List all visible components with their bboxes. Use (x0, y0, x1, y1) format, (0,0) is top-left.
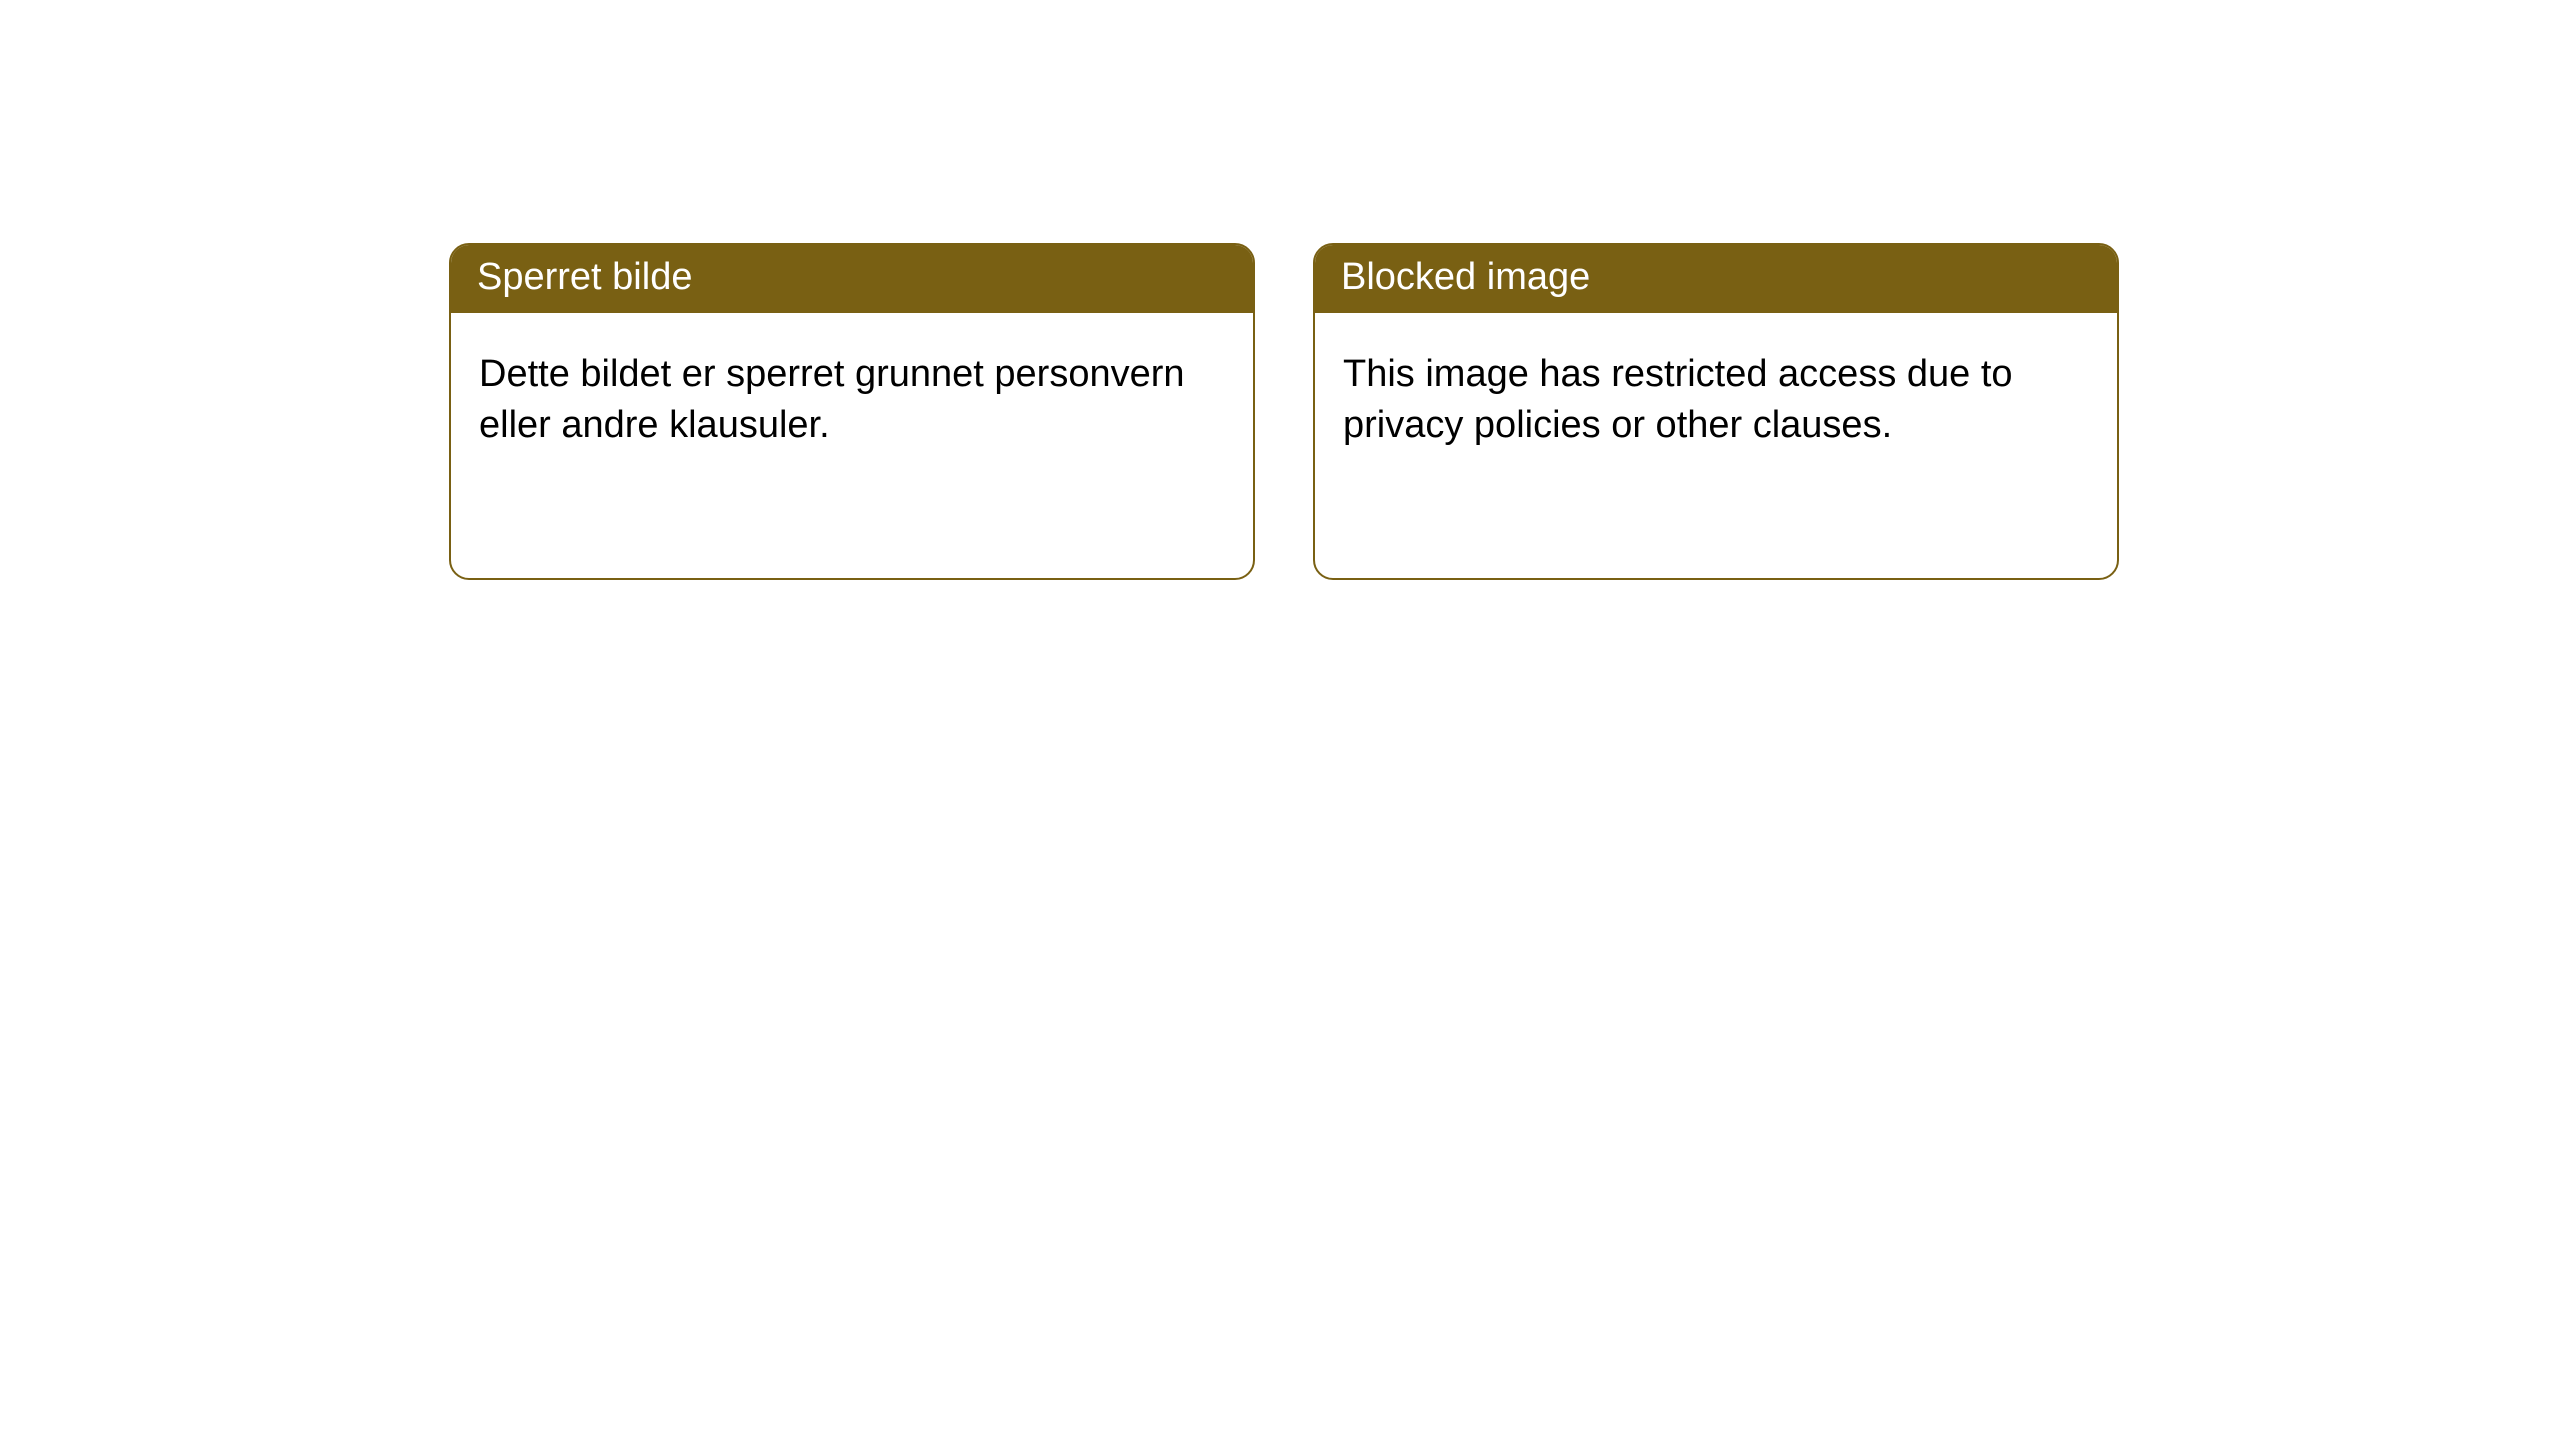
notice-container: Sperret bilde Dette bildet er sperret gr… (0, 0, 2560, 580)
card-title: Sperret bilde (451, 245, 1253, 313)
card-body: This image has restricted access due to … (1315, 313, 2117, 488)
notice-card-norwegian: Sperret bilde Dette bildet er sperret gr… (449, 243, 1255, 580)
card-title: Blocked image (1315, 245, 2117, 313)
notice-card-english: Blocked image This image has restricted … (1313, 243, 2119, 580)
card-body: Dette bildet er sperret grunnet personve… (451, 313, 1253, 488)
